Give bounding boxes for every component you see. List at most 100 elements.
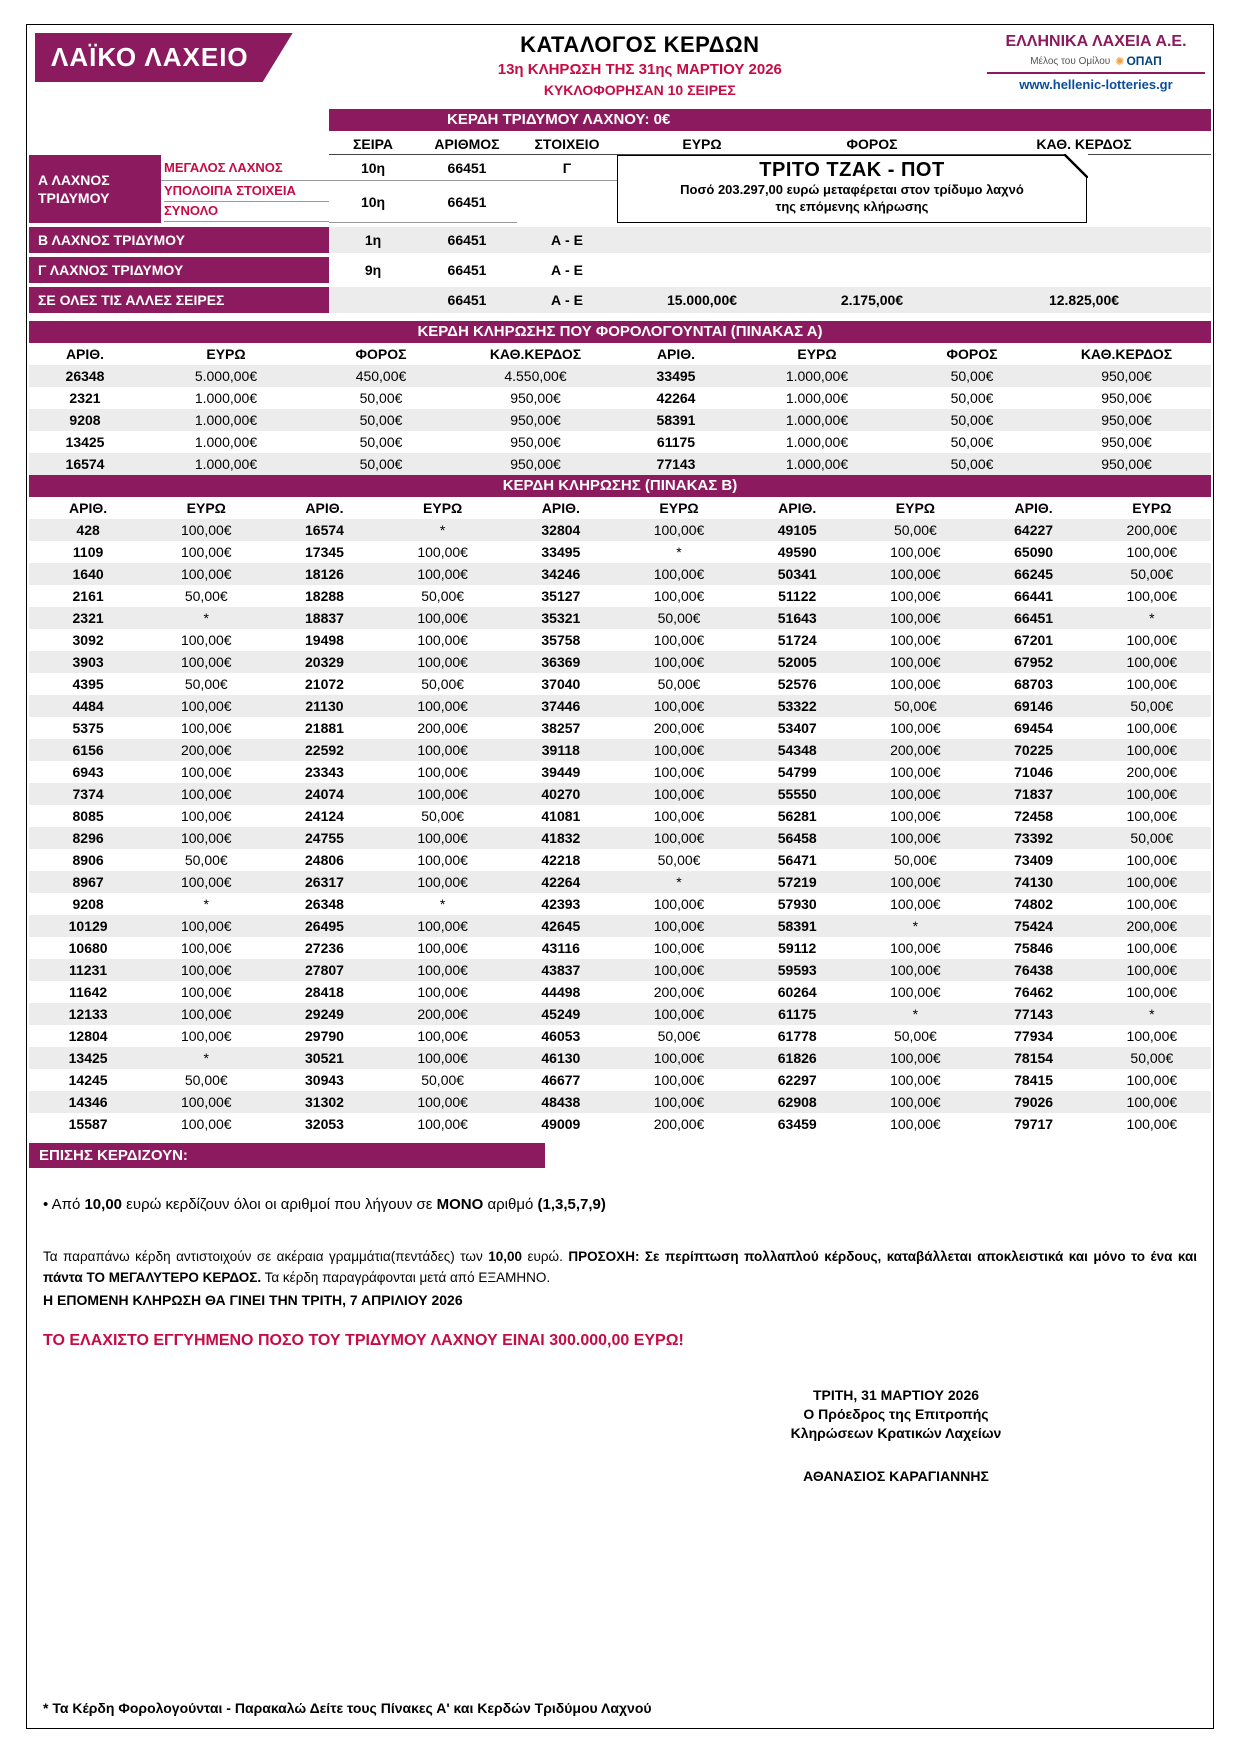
table-row: 9208 1.000,00€ 50,00€ 950,00€ 58391 1.000,00€… [29, 409, 1211, 431]
company-name: ΕΛΛΗΝΙΚΑ ΛΑΧΕΙΑ Α.Ε. [1005, 33, 1187, 50]
cell: 16574 [65, 455, 105, 472]
cell: 77143 [656, 455, 696, 472]
cell: 32053 [305, 1115, 344, 1132]
cell: 50,00€ [359, 411, 403, 428]
header-titles: ΚΑΤΑΛΟΓΟΣ ΚΕΡΔΩΝ 13η ΚΛΗΡΩΣΗ ΤΗΣ 31ης ΜΑ… [293, 31, 987, 98]
cell: 100,00€ [1126, 851, 1178, 868]
cell: 100,00€ [1126, 631, 1178, 648]
cell: 100,00€ [180, 1115, 232, 1132]
table-row: 428 100,00€ 16574 * 32804 100,00€ 49105 50,00€ 6… [29, 519, 1211, 541]
cell: 33495 [541, 543, 581, 560]
cell: 4484 [72, 697, 104, 714]
cell: 9208 [72, 895, 104, 912]
cell: 950,00€ [510, 433, 561, 450]
cell: 950,00€ [510, 389, 561, 406]
signature-date: ΤΡΙΤΗ, 31 ΜΑΡΤΙΟΥ 2026 [812, 1386, 980, 1403]
cell: 58391 [656, 411, 696, 428]
cell: 39118 [541, 741, 580, 758]
table-row: 11642 100,00€ 28418 100,00€ 44498 200,00€ 6026… [29, 981, 1211, 1003]
table-row: 9208 * 26348 * 42393 100,00€ 57930 100,00€ 74802… [29, 893, 1211, 915]
cell: 100,00€ [890, 829, 941, 846]
column-header: ΑΡΙΘ. [656, 346, 696, 362]
cell: 59112 [778, 939, 817, 956]
cell: 100,00€ [653, 939, 705, 956]
cell: 100,00€ [653, 763, 705, 780]
cell: 53407 [777, 719, 817, 736]
col-header-arithmos: ΑΡΙΘΜΟΣ [417, 133, 517, 155]
cell: 42264 [541, 873, 581, 890]
cell: 100,00€ [417, 829, 468, 846]
cell: 1.000,00€ [785, 367, 849, 384]
cell: 100,00€ [890, 719, 941, 736]
cell: * [203, 1049, 209, 1066]
cell: 1.000,00€ [785, 433, 849, 450]
cell: 50,00€ [421, 675, 465, 692]
next-draw-line: Η ΕΠΟΜΕΝΗ ΚΛΗΡΩΣΗ ΘΑ ΓΙΝΕΙ ΤΗΝ ΤΡΙΤΗ, 7 … [43, 1291, 463, 1308]
table-row: 5375 100,00€ 21881 200,00€ 38257 200,00€ 53407… [29, 717, 1211, 739]
cell: 63459 [777, 1115, 817, 1132]
cell: 100,00€ [890, 785, 941, 802]
cell: 48438 [541, 1093, 581, 1110]
all-series-number: 66451 [447, 292, 487, 308]
cell: 51643 [777, 609, 817, 626]
page-frame: ΛΑΪΚΟ ΛΑΧΕΙΟ ΚΑΤΑΛΟΓΟΣ ΚΕΡΔΩΝ 13η ΚΛΗΡΩΣ… [26, 24, 1214, 1729]
triple-prize-section: ΣΕΙΡΑ ΑΡΙΘΜΟΣ ΣΤΟΙΧΕΙΟ ΕΥΡΩ ΦΟΡΟΣ ΚΑΘ. Κ… [29, 133, 1211, 313]
table-a-head: ΑΡΙΘ. ΕΥΡΩ ΦΟΡΟΣ ΚΑΘ.ΚΕΡΔΟΣ ΑΡΙΘ. ΕΥΡΩ ΦΟΡΟΣ ΚΑ… [29, 343, 1211, 365]
cell: 1.000,00€ [194, 433, 258, 450]
cell: 100,00€ [1126, 719, 1178, 736]
cell: 76462 [1014, 983, 1054, 1000]
column-header: ΕΥΡΩ [797, 346, 837, 362]
column-header: ΑΡΙΘ. [778, 500, 817, 516]
company-member-line: Μέλος του Ομίλου ✺ ΟΠΑΠ [987, 54, 1205, 68]
cell: 15587 [68, 1115, 108, 1132]
cell: 5375 [72, 719, 104, 736]
cell: 100,00€ [653, 653, 705, 670]
cell: 100,00€ [417, 741, 468, 758]
opap-text: ΟΠΑΠ [1126, 54, 1162, 68]
a-laxnos-label-line2: ΤΡΙΔΥΜΟΥ [38, 189, 110, 206]
cell: 100,00€ [653, 565, 705, 582]
text-segment: • Από [43, 1196, 85, 1213]
cell: 70225 [1014, 741, 1054, 758]
cell: 100,00€ [1126, 741, 1178, 758]
cell: 13425 [68, 1049, 108, 1066]
cell: 100,00€ [180, 719, 232, 736]
cell: 100,00€ [417, 653, 468, 670]
cell: 100,00€ [890, 961, 941, 978]
cell: 3903 [72, 653, 104, 670]
cell: 12804 [68, 1027, 108, 1044]
cell: 200,00€ [653, 719, 705, 736]
table-row: 12133 100,00€ 29249 200,00€ 45249 100,00€ 6117… [29, 1003, 1211, 1025]
col-header-foros: ΦΟΡΟΣ [787, 133, 957, 155]
table-row: 8967 100,00€ 26317 100,00€ 42264 * 57219 100,00… [29, 871, 1211, 893]
logo-text: ΛΑΪΚΟ ΛΑΧΕΙΟ [51, 42, 249, 72]
cell: 3092 [72, 631, 104, 648]
cell: 49105 [777, 521, 817, 538]
cell: 57930 [777, 895, 817, 912]
cell: 100,00€ [180, 785, 232, 802]
cell: 100,00€ [180, 653, 232, 670]
jackpot-text-line1: Ποσό 203.297,00 ευρώ μεταφέρεται στον τρ… [680, 182, 1024, 197]
table-row: 8085 100,00€ 24124 50,00€ 41081 100,00€ 56281 1… [29, 805, 1211, 827]
cell: 100,00€ [417, 543, 468, 560]
cell: 100,00€ [180, 697, 232, 714]
text-segment: ΜΟΝΟ [436, 1196, 484, 1213]
cell: 100,00€ [417, 1115, 468, 1132]
website-link[interactable]: www.hellenic-lotteries.gr [1019, 77, 1173, 92]
cell: 1.000,00€ [194, 455, 258, 472]
cell: 11231 [69, 961, 108, 978]
column-header: ΕΥΡΩ [206, 346, 246, 362]
cell: 78154 [1014, 1049, 1054, 1066]
cell: 100,00€ [417, 917, 468, 934]
cell: 100,00€ [653, 741, 705, 758]
cell: 100,00€ [180, 543, 232, 560]
cell: 50,00€ [657, 675, 701, 692]
cell: 35321 [541, 609, 581, 626]
cell: 100,00€ [1126, 1115, 1178, 1132]
cell: * [912, 1005, 919, 1022]
cell: 50,00€ [184, 851, 228, 868]
cell: 46130 [541, 1049, 581, 1066]
table-row: 8296 100,00€ 24755 100,00€ 41832 100,00€ 56458… [29, 827, 1211, 849]
cell: * [1149, 609, 1155, 626]
